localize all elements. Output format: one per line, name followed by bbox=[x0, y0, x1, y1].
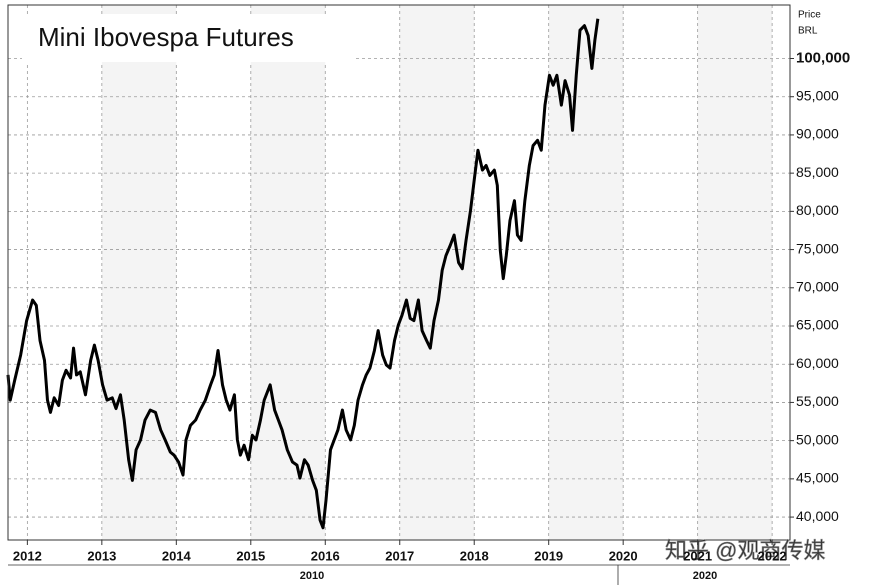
x-tick-label: 2017 bbox=[385, 548, 414, 563]
y-axis-label: BRL bbox=[798, 26, 818, 37]
x-tick-label: 2022 bbox=[758, 548, 787, 563]
background bbox=[101, 5, 773, 540]
y-axis-label: Price bbox=[798, 10, 821, 21]
y-tick-label: 55,000 bbox=[796, 393, 839, 409]
x-tick-label: 2018 bbox=[460, 548, 489, 563]
y-tick-label: 95,000 bbox=[796, 87, 839, 103]
decade-label: 2020 bbox=[693, 570, 717, 582]
y-tick-label: 60,000 bbox=[796, 355, 839, 371]
y-tick-label: 45,000 bbox=[796, 470, 839, 486]
x-tick-label: 2019 bbox=[534, 548, 563, 563]
x-tick-label: 2014 bbox=[162, 548, 192, 563]
title-box bbox=[22, 14, 356, 62]
y-tick-label: 80,000 bbox=[796, 202, 839, 218]
x-tick-label: 2015 bbox=[236, 548, 265, 563]
y-tick-label: 75,000 bbox=[796, 240, 839, 256]
y-tick-label: 85,000 bbox=[796, 164, 839, 180]
year-band bbox=[697, 5, 773, 540]
watermark: 知乎 @观商传媒 bbox=[665, 538, 825, 563]
x-tick-label: 2012 bbox=[13, 548, 42, 563]
y-tick-label: 70,000 bbox=[796, 278, 839, 294]
y-tick-label: 90,000 bbox=[796, 126, 839, 142]
y-tick-label: 50,000 bbox=[796, 431, 839, 447]
x-tick-label: 2016 bbox=[311, 548, 340, 563]
year-band bbox=[250, 5, 326, 540]
plot-frame bbox=[7, 4, 791, 541]
year-band bbox=[399, 5, 475, 540]
y-tick-label: 40,000 bbox=[796, 508, 839, 524]
x-tick-label: 2013 bbox=[87, 548, 116, 563]
plot bbox=[6, 18, 600, 530]
decade-label: 2010 bbox=[300, 570, 324, 582]
x-tick-label: 2020 bbox=[609, 548, 638, 563]
y-tick-label: 100,000 bbox=[796, 49, 850, 66]
year-band bbox=[101, 5, 177, 540]
x-tick-label: 2021 bbox=[683, 548, 712, 563]
price-line bbox=[6, 18, 600, 530]
y-tick-label: 65,000 bbox=[796, 317, 839, 333]
chart-title: Mini Ibovespa Futures bbox=[38, 22, 294, 52]
